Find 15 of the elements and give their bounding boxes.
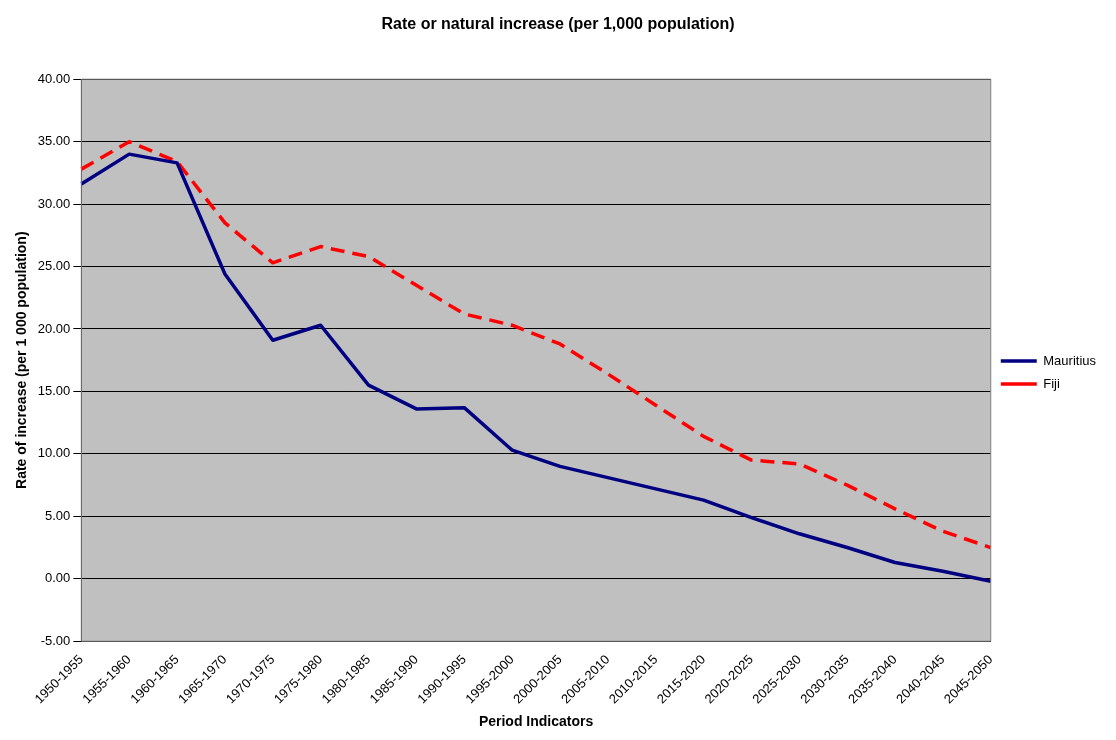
y-tick-label: -5.00 — [40, 632, 71, 648]
legend-label: Mauritius — [1043, 352, 1097, 368]
y-tick-label: 5.00 — [45, 507, 71, 523]
legend-label: Fiji — [1043, 375, 1060, 391]
y-tick-label: 40.00 — [37, 70, 71, 86]
y-tick-label: 35.00 — [37, 133, 71, 149]
y-tick-label: 25.00 — [37, 258, 71, 274]
x-axis-title: Period Indicators — [478, 713, 594, 730]
chart-title: Rate or natural increase (per 1,000 population) — [381, 15, 735, 33]
y-tick-label: 10.00 — [37, 445, 71, 461]
y-tick-label: 20.00 — [37, 320, 71, 336]
y-tick-label: 0.00 — [45, 570, 71, 586]
y-tick-label: 30.00 — [37, 195, 71, 211]
y-tick-label: 15.00 — [37, 383, 71, 399]
y-axis-title: Rate of increase (per 1 000 population) — [13, 231, 30, 489]
